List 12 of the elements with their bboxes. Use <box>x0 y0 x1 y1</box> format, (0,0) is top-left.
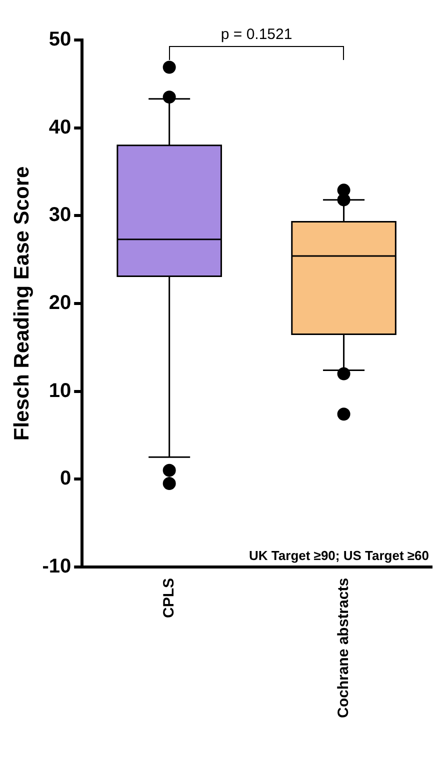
y-tick-label: 50 <box>48 28 72 51</box>
x-tick-label: Cochrane abstracts <box>334 578 352 718</box>
y-tick-label: 0 <box>60 468 72 490</box>
annotation: p = 0.1521 <box>220 26 292 43</box>
y-tick-label: 20 <box>48 292 72 314</box>
y-axis-title: Flesch Reading Ease Score <box>10 166 34 441</box>
x-tick-label: CPLS <box>160 578 178 618</box>
annotation: UK Target ≥90; US Target ≥60 <box>249 548 429 564</box>
y-tick-label: 40 <box>48 116 72 138</box>
y-tick-label: -10 <box>42 555 72 578</box>
y-tick-label: 30 <box>48 204 72 226</box>
y-tick-label: 10 <box>48 380 72 402</box>
